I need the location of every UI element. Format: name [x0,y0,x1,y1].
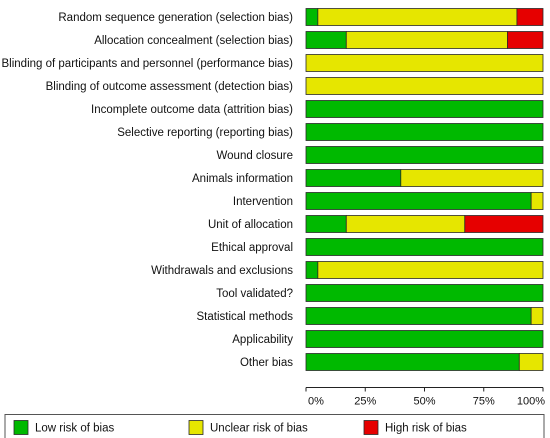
legend-label: Low risk of bias [35,423,115,435]
legend: Low risk of bias Unclear risk of bias High… [4,414,545,438]
category-label: Blinding of outcome assessment (detectio… [46,81,294,93]
bar-segment-low-risk-of-bias [305,123,544,141]
category-label: Incomplete outcome data (attrition bias) [91,104,293,116]
legend-swatch [13,420,29,435]
bar-segment-unclear-risk-of-bias [345,31,508,49]
bar-segment-low-risk-of-bias [305,261,319,279]
legend-swatch [363,420,379,435]
bar-segment-unclear-risk-of-bias [530,192,544,210]
x-tick-label: 25% [354,396,376,408]
bar-segment-unclear-risk-of-bias [317,261,544,279]
x-tick-label: 0% [308,396,324,408]
bar-segment-low-risk-of-bias [305,215,347,233]
category-label: Random sequence generation (selection bi… [58,12,293,24]
category-label: Tool validated? [216,288,293,300]
category-label: Selective reporting (reporting bias) [117,127,293,139]
bar-segment-low-risk-of-bias [305,8,319,26]
bar-segment-unclear-risk-of-bias [305,54,544,72]
category-label: Blinding of participants and personnel (… [2,58,294,70]
category-label: Allocation concealment (selection bias) [94,35,293,47]
bar-segment-unclear-risk-of-bias [530,307,544,325]
legend-label: Unclear risk of bias [210,423,308,435]
category-label: Unit of allocation [208,219,293,231]
category-label: Applicability [232,334,293,346]
category-label: Intervention [233,196,293,208]
bar-segment-low-risk-of-bias [305,31,347,49]
x-tick-label: 75% [473,396,495,408]
category-labels: Random sequence generation (selection bi… [2,12,294,369]
bars [305,8,544,371]
category-label: Statistical methods [196,311,293,323]
x-axis: 0% 25% 50% 75% 100% [305,387,545,408]
bar-segment-low-risk-of-bias [305,100,544,118]
bar-segment-unclear-risk-of-bias [400,169,544,187]
bar-segment-unclear-risk-of-bias [518,353,544,371]
bar-segment-high-risk-of-bias [464,215,544,233]
legend-label: High risk of bias [385,423,467,435]
bar-segment-low-risk-of-bias [305,284,544,302]
bar-segment-unclear-risk-of-bias [305,77,544,95]
bar-segment-low-risk-of-bias [305,146,544,164]
bar-segment-unclear-risk-of-bias [345,215,466,233]
category-label: Wound closure [217,150,294,162]
category-label: Other bias [240,357,293,369]
bar-segment-low-risk-of-bias [305,307,532,325]
bar-segment-high-risk-of-bias [516,8,544,26]
category-label: Ethical approval [211,242,293,254]
legend-swatch [188,420,204,435]
category-label: Animals information [192,173,293,185]
bar-segment-low-risk-of-bias [305,169,402,187]
bar-segment-low-risk-of-bias [305,238,544,256]
x-tick-label: 50% [413,396,435,408]
category-label: Withdrawals and exclusions [151,265,293,277]
bar-segment-low-risk-of-bias [305,192,532,210]
bar-segment-low-risk-of-bias [305,353,520,371]
bar-segment-unclear-risk-of-bias [317,8,518,26]
bar-segment-low-risk-of-bias [305,330,544,348]
x-tick-label: 100% [517,396,545,408]
bar-segment-high-risk-of-bias [507,31,544,49]
legend-box [4,414,545,438]
